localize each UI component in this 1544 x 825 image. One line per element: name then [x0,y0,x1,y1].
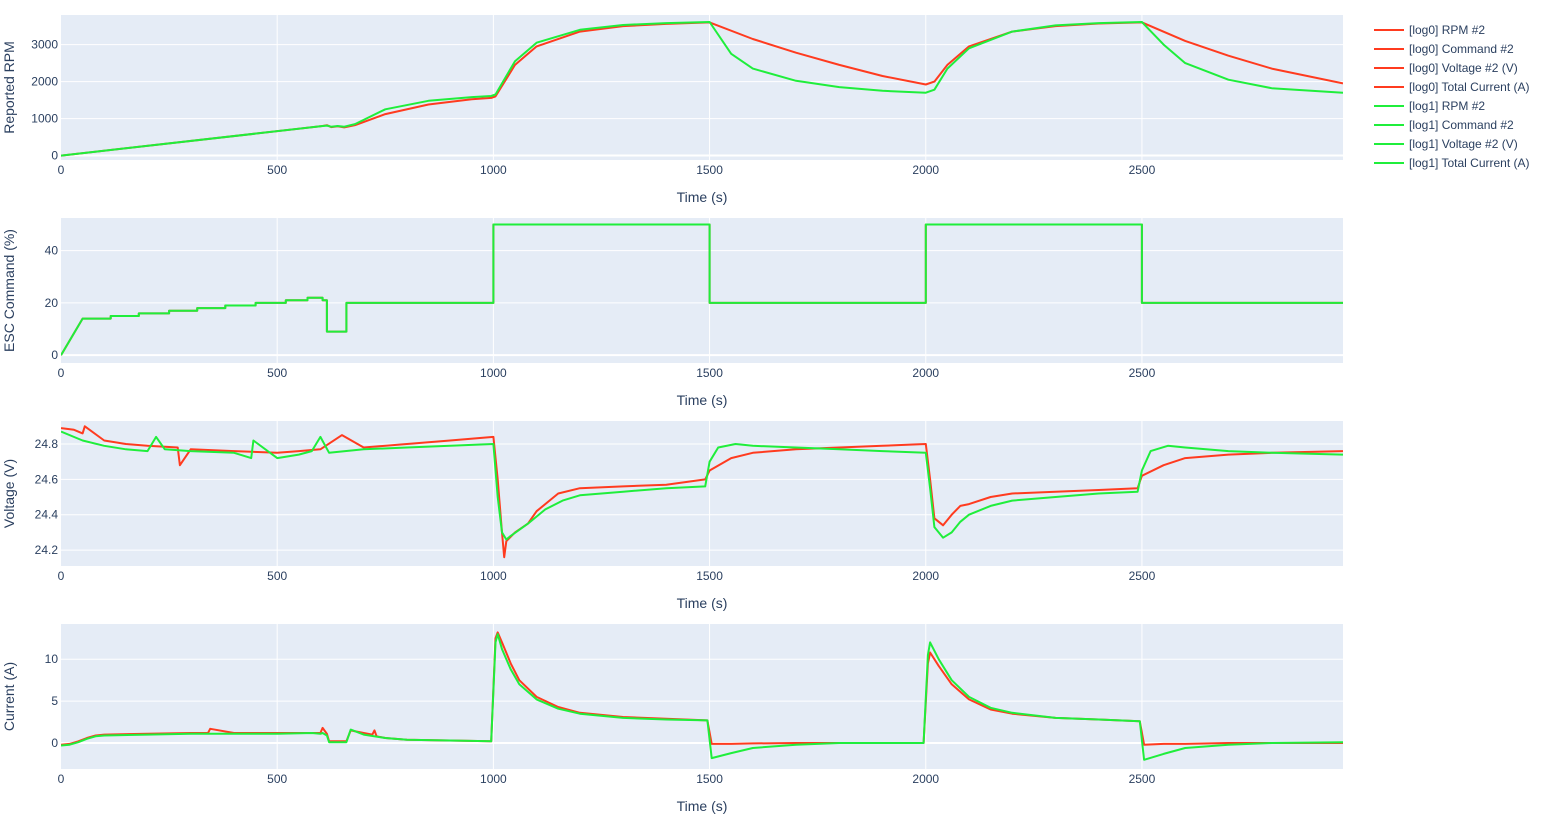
x-tick-label: 2000 [912,569,939,583]
y-tick-label: 0 [51,348,58,362]
y-tick-label: 24.2 [35,543,59,557]
legend-item[interactable]: [log1] Command #2 [1374,118,1514,132]
x-tick-label: 1000 [480,163,507,177]
y-tick-label: 24.4 [35,508,59,522]
y-tick-label: 24.8 [35,437,59,451]
legend-item[interactable]: [log0] Command #2 [1374,42,1514,56]
y-axis-title: ESC Command (%) [1,229,17,352]
legend-label: [log0] Voltage #2 (V) [1409,61,1518,75]
series-line-[log1] RPM #2[interactable] [61,21,1343,157]
subplot-4: 0 500 1000 1500 2000 2500 0 5 10 Time (s) Current … [1,624,1343,814]
x-tick-label: 2500 [1129,569,1156,583]
legend-item[interactable]: [log0] Total Current (A) [1374,80,1530,94]
legend-label: [log0] Total Current (A) [1409,80,1530,94]
x-tick-label: 1000 [480,366,507,380]
y-tick-label: 20 [45,296,59,310]
legend-label: [log1] RPM #2 [1409,99,1485,113]
legend-item[interactable]: [log1] Total Current (A) [1374,156,1530,170]
y-tick-label: 2000 [31,75,58,89]
plot-area[interactable] [61,218,1343,363]
legend-label: [log1] Command #2 [1409,118,1514,132]
y-tick-label: 40 [45,244,59,258]
series-line-[log1] Total Current (A)[interactable] [61,633,1343,761]
y-tick-label: 24.6 [35,472,59,486]
y-tick-label: 3000 [31,38,58,52]
plot-area[interactable] [61,421,1343,566]
legend-item[interactable]: [log1] RPM #2 [1374,99,1485,113]
legend-item[interactable]: [log1] Voltage #2 (V) [1374,137,1518,151]
series-line-[log0] Voltage #2 (V)[interactable] [61,425,1343,559]
x-tick-label: 0 [58,569,65,583]
x-tick-label: 2000 [912,163,939,177]
legend-label: [log0] Command #2 [1409,42,1514,56]
legend-item[interactable]: [log0] RPM #2 [1374,23,1485,37]
legend-label: [log1] Total Current (A) [1409,156,1530,170]
x-tick-label: 2000 [912,366,939,380]
y-tick-label: 5 [51,694,58,708]
y-axis-title: Reported RPM [1,41,17,134]
x-axis-title: Time (s) [677,392,728,408]
y-tick-label: 10 [45,652,59,666]
y-axis-title: Current (A) [1,662,17,731]
x-tick-label: 500 [267,772,287,786]
legend-item[interactable]: [log0] Voltage #2 (V) [1374,61,1518,75]
plot-area[interactable] [61,15,1343,160]
x-tick-label: 1500 [696,772,723,786]
y-tick-label: 0 [51,149,58,163]
series-line-[log1] Command #2[interactable] [61,223,1343,356]
legend-label: [log1] Voltage #2 (V) [1409,137,1518,151]
y-axis-title: Voltage (V) [1,459,17,528]
x-tick-label: 1500 [696,569,723,583]
x-tick-label: 0 [58,772,65,786]
legend-label: [log0] RPM #2 [1409,23,1485,37]
x-axis-title: Time (s) [677,798,728,814]
x-tick-label: 2500 [1129,163,1156,177]
x-tick-label: 2500 [1129,366,1156,380]
x-tick-label: 2000 [912,772,939,786]
x-tick-label: 1500 [696,366,723,380]
y-tick-label: 0 [51,736,58,750]
legend[interactable]: [log0] RPM #2 [log0] Command #2 [log0] Vol… [1374,23,1530,170]
x-tick-label: 500 [267,366,287,380]
plot-area[interactable] [61,624,1343,769]
x-axis-title: Time (s) [677,189,728,205]
x-tick-label: 1000 [480,569,507,583]
series-line-[log1] Voltage #2 (V)[interactable] [61,430,1343,541]
x-tick-label: 2500 [1129,772,1156,786]
x-tick-label: 500 [267,569,287,583]
subplot-3: 0 500 1000 1500 2000 2500 24.2 24.4 24.6 24.8 Time… [1,421,1343,611]
x-tick-label: 0 [58,366,65,380]
subplot-2: 0 500 1000 1500 2000 2500 0 20 40 Time (s) ESC Com… [1,218,1343,408]
x-tick-label: 1000 [480,772,507,786]
subplot-1: 0 500 1000 1500 2000 2500 0 1000 2000 3000 Time (s… [1,15,1343,205]
y-tick-label: 1000 [31,112,58,126]
x-tick-label: 1500 [696,163,723,177]
x-tick-label: 0 [58,163,65,177]
x-axis-title: Time (s) [677,595,728,611]
x-tick-label: 500 [267,163,287,177]
